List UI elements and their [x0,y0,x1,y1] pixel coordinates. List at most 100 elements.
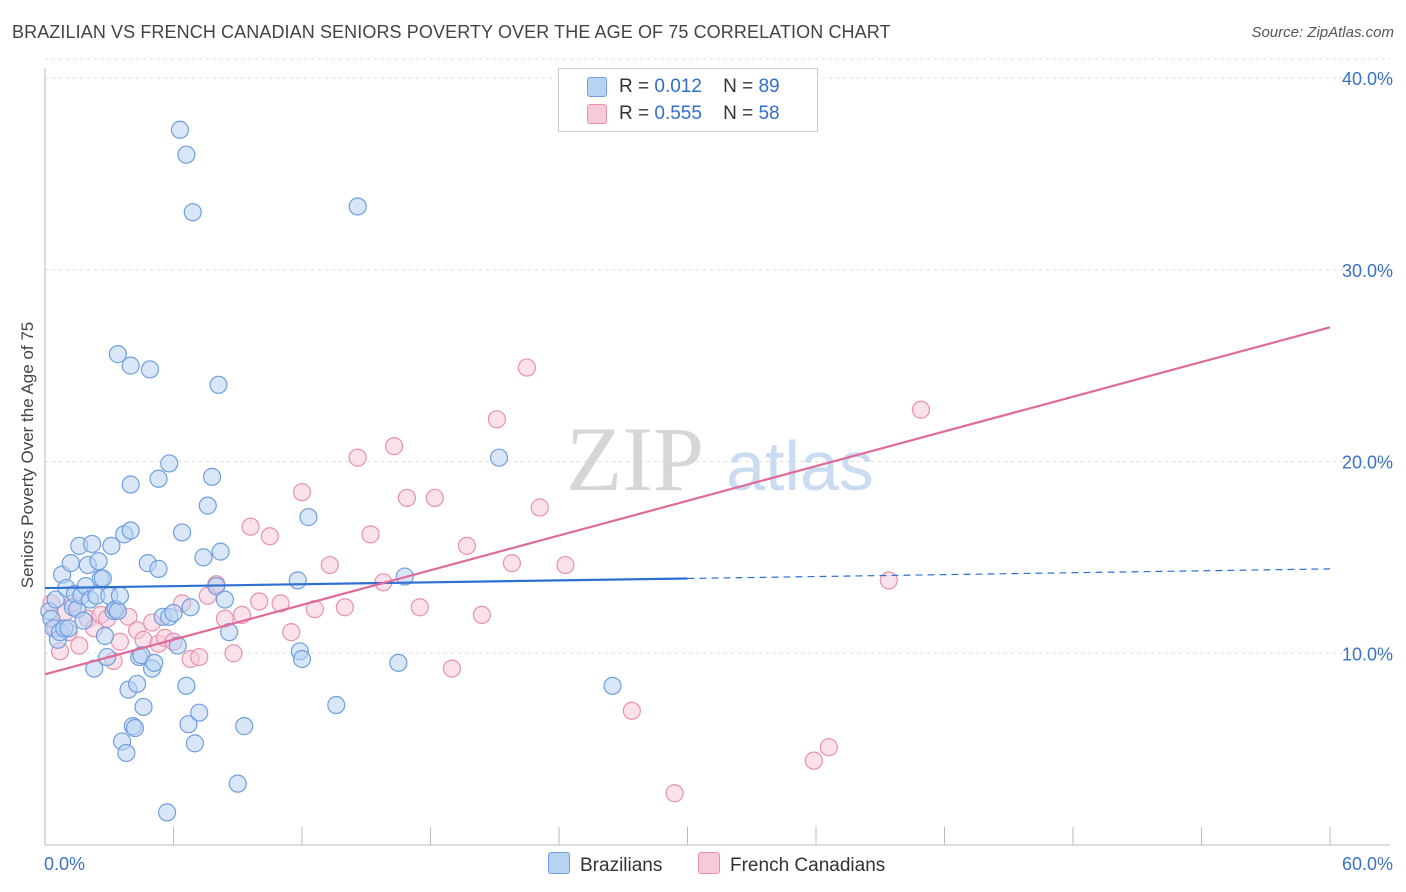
data-point-brazilians [190,703,209,722]
data-point-brazilians [185,734,205,753]
data-point-brazilians [164,603,183,623]
y-axis-label: Seniors Poverty Over the Age of 75 [18,321,37,589]
data-point-brazilians [59,619,78,638]
data-point-brazilians [127,674,147,694]
watermark: ZIP atlas [566,408,874,510]
tick-labels: 10.0% 20.0% 30.0% 40.0% 0.0% 60.0% [44,69,1393,874]
data-point-brazilians [603,676,622,695]
legend-r-value: 0.555 [654,103,702,124]
data-point-brazilians [95,626,115,646]
data-point-french-canadians [397,488,417,508]
data-point-french-canadians [260,527,279,546]
data-point-brazilians [211,542,230,561]
data-point-french-canadians [361,525,380,544]
data-point-brazilians [198,496,217,515]
source-label: Source: ZipAtlas.com [1251,24,1394,41]
data-point-brazilians [149,559,168,578]
bottom-legend-swatch-pink [698,852,720,874]
data-point-french-canadians [250,592,269,611]
data-point-brazilians [108,345,127,364]
data-point-brazilians [61,554,80,573]
data-point-french-canadians [622,701,641,720]
data-point-french-canadians [442,659,462,678]
data-point-french-canadians [911,400,931,419]
y-tick-label: 30.0% [1342,261,1393,281]
chart-title: BRAZILIAN VS FRENCH CANADIAN SENIORS POV… [12,22,891,42]
legend-swatch-pink [587,104,607,124]
data-point-french-canadians [320,555,339,575]
data-point-brazilians [170,120,190,139]
data-point-brazilians [489,448,509,467]
legend: R = 0.012 N = 89 R = 0.555 N = 58 [558,68,818,132]
data-point-french-canadians [335,598,354,617]
trend-lines [44,326,1331,676]
data-point-brazilians [46,590,65,609]
data-point-brazilians [194,548,213,567]
data-point-french-canadians [804,751,823,770]
data-point-brazilians [292,649,312,669]
data-point-brazilians [389,653,408,672]
data-point-brazilians [117,743,136,763]
data-point-french-canadians [502,554,521,573]
data-point-brazilians [121,521,140,540]
data-point-brazilians [125,718,145,738]
data-point-brazilians [110,586,130,605]
data-point-brazilians [74,611,93,630]
data-point-brazilians [140,360,160,379]
trend-line-brazilians-extension [687,568,1331,580]
y-tick-label: 10.0% [1342,644,1393,664]
data-point-brazilians [202,467,222,486]
data-point-french-canadians [241,517,260,536]
bottom-legend-swatch-blue [548,852,570,874]
data-point-brazilians [299,508,318,527]
watermark-zip: ZIP [566,408,704,510]
bottom-legend-label: French Canadians [730,855,886,876]
data-point-french-canadians [190,647,209,667]
data-point-brazilians [157,803,177,822]
series-brazilians [40,120,622,822]
data-point-brazilians [348,197,367,216]
data-point-brazilians [235,717,254,736]
y-tick-label: 40.0% [1342,69,1393,89]
data-point-french-canadians [879,571,898,590]
legend-r-value: 0.012 [654,76,702,97]
bottom-legend-label: Brazilians [580,855,663,876]
data-point-brazilians [177,676,196,695]
bottom-legend-brazilians: Brazilians [548,852,662,877]
data-point-french-canadians [472,605,491,625]
trend-line-french-canadians [44,326,1331,676]
legend-r-label: R = [619,103,650,124]
trend-line-brazilians [44,577,688,590]
data-point-brazilians [288,571,307,590]
data-point-french-canadians [282,623,301,642]
grid-lines [45,58,1390,654]
data-point-brazilians [215,590,234,609]
data-point-french-canadians [457,536,477,555]
data-point-french-canadians [517,358,536,377]
data-point-brazilians [160,454,179,473]
data-point-brazilians [327,695,346,715]
data-point-brazilians [121,356,140,375]
data-point-brazilians [102,536,121,555]
data-point-brazilians [93,569,112,588]
data-point-french-canadians [556,555,575,575]
legend-swatch-blue [587,77,607,97]
data-point-brazilians [149,469,168,488]
data-point-brazilians [83,534,102,554]
legend-n-value: 89 [758,76,780,97]
data-point-brazilians [209,375,228,394]
legend-n-label: N = [723,103,754,124]
data-point-brazilians [134,697,153,717]
data-point-brazilians [108,601,127,621]
data-point-brazilians [177,145,196,164]
data-point-brazilians [121,475,140,494]
x-tick-label: 0.0% [44,854,85,874]
data-point-brazilians [145,653,164,672]
data-point-french-canadians [410,598,429,617]
data-point-brazilians [168,636,187,655]
y-tick-label: 20.0% [1342,453,1393,473]
data-point-french-canadians [665,784,684,803]
data-point-brazilians [228,774,247,793]
data-point-french-canadians [819,738,838,757]
